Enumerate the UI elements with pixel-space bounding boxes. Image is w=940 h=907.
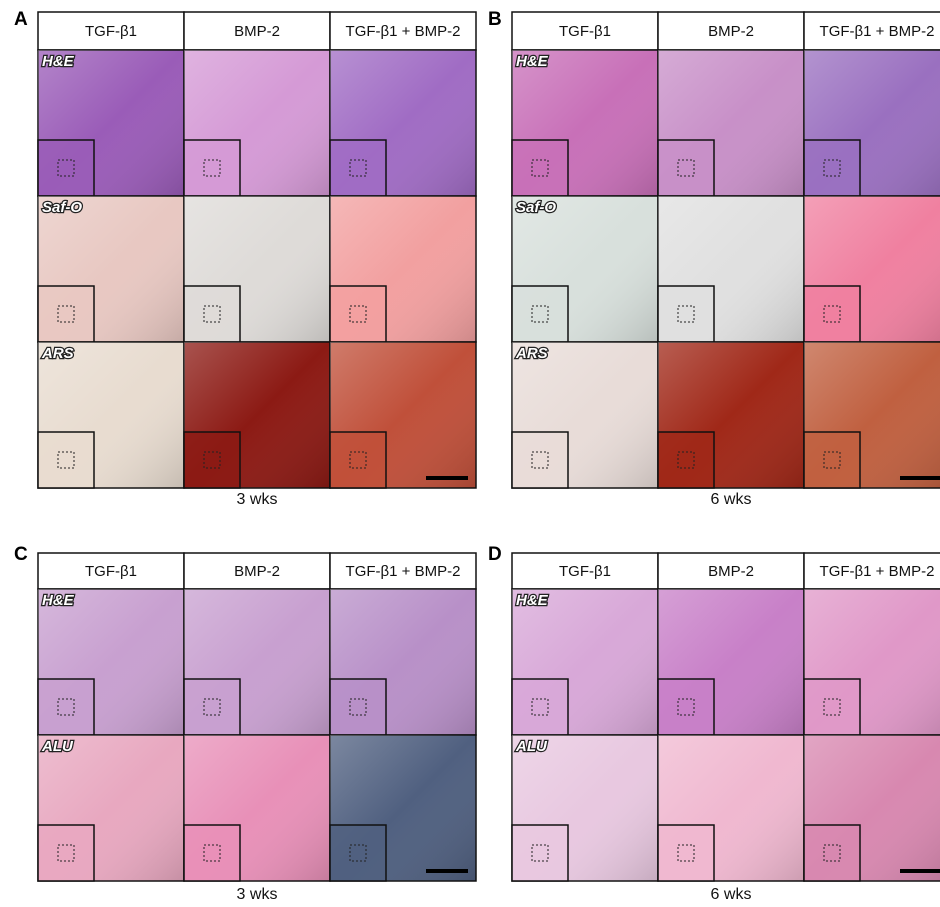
inset	[38, 825, 94, 881]
column-header: TGF-β1 + BMP-2	[820, 563, 935, 580]
panel-letter: D	[488, 544, 502, 565]
panel: TGF-β1 BMP-2 TGF-β1 + BMP-2 H&E ALU	[38, 553, 476, 881]
panel: TGF-β1 BMP-2 TGF-β1 + BMP-2 H&E Saf-O ARS	[38, 12, 476, 488]
inset	[804, 825, 860, 881]
column-header: TGF-β1 + BMP-2	[346, 23, 461, 40]
inset	[658, 825, 714, 881]
inset	[804, 432, 860, 488]
panel: TGF-β1 BMP-2 TGF-β1 + BMP-2 H&E ALU	[512, 553, 940, 881]
inset	[38, 286, 94, 342]
stain-label: H&E	[42, 53, 75, 70]
time-caption: 6 wks	[711, 886, 752, 903]
stain-label: ARS	[515, 345, 548, 362]
inset	[38, 140, 94, 196]
inset	[330, 286, 386, 342]
inset	[38, 679, 94, 735]
column-header: BMP-2	[234, 23, 280, 40]
inset	[512, 432, 568, 488]
column-header: TGF-β1	[85, 23, 137, 40]
inset	[804, 679, 860, 735]
stain-label: Saf-O	[42, 199, 82, 216]
column-header: BMP-2	[708, 23, 754, 40]
panel: TGF-β1 BMP-2 TGF-β1 + BMP-2 H&E Saf-O ARS	[512, 12, 940, 488]
figure: A TGF-β1 BMP-2 TGF-β1 + BMP-2 H&E Saf-O ARS 3 w…	[0, 0, 940, 907]
time-caption: 3 wks	[237, 886, 278, 903]
inset	[658, 286, 714, 342]
column-header: TGF-β1	[559, 23, 611, 40]
column-header: BMP-2	[234, 563, 280, 580]
inset	[804, 140, 860, 196]
inset	[38, 432, 94, 488]
inset	[512, 679, 568, 735]
stain-label: ALU	[515, 738, 548, 755]
inset	[512, 825, 568, 881]
inset	[184, 825, 240, 881]
column-header: TGF-β1	[559, 563, 611, 580]
stain-label: Saf-O	[516, 199, 556, 216]
inset	[512, 140, 568, 196]
inset	[804, 286, 860, 342]
stain-label: H&E	[42, 592, 75, 609]
inset	[184, 679, 240, 735]
inset	[512, 286, 568, 342]
stain-label: ALU	[41, 738, 74, 755]
stain-label: H&E	[516, 53, 549, 70]
panel-letter: C	[14, 544, 28, 565]
page: {"panels": [ {"letter": "A", "columns": …	[0, 0, 940, 907]
inset	[184, 432, 240, 488]
column-header: BMP-2	[708, 563, 754, 580]
inset	[658, 679, 714, 735]
inset	[184, 140, 240, 196]
inset	[330, 825, 386, 881]
panel-letter: B	[488, 9, 502, 30]
inset	[658, 432, 714, 488]
time-caption: 3 wks	[237, 491, 278, 508]
stain-label: H&E	[516, 592, 549, 609]
inset	[330, 140, 386, 196]
panel-letter: A	[14, 9, 28, 30]
column-header: TGF-β1	[85, 563, 137, 580]
stain-label: ARS	[41, 345, 74, 362]
inset	[184, 286, 240, 342]
inset	[330, 432, 386, 488]
inset	[658, 140, 714, 196]
column-header: TGF-β1 + BMP-2	[820, 23, 935, 40]
time-caption: 6 wks	[711, 491, 752, 508]
inset	[330, 679, 386, 735]
column-header: TGF-β1 + BMP-2	[346, 563, 461, 580]
